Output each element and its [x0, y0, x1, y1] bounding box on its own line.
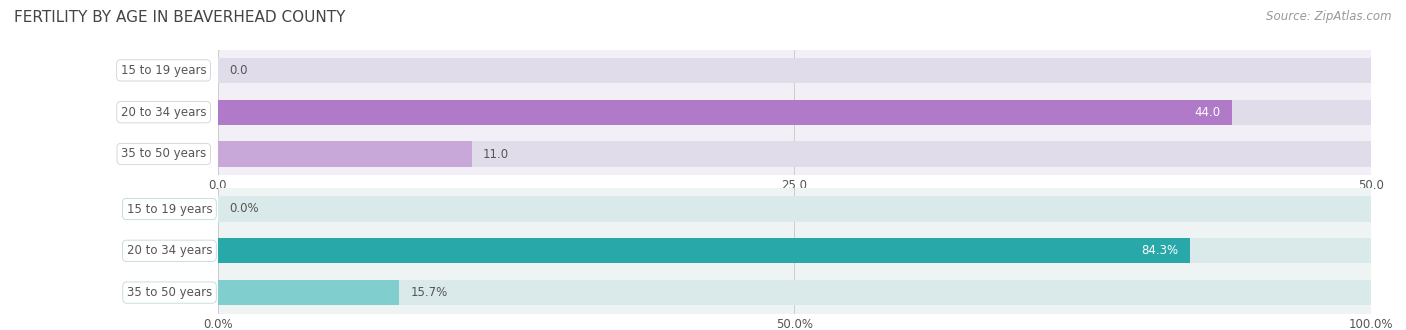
- Bar: [218, 100, 1233, 125]
- Text: 35 to 50 years: 35 to 50 years: [127, 286, 212, 299]
- Text: 20 to 34 years: 20 to 34 years: [127, 244, 212, 257]
- Text: Source: ZipAtlas.com: Source: ZipAtlas.com: [1267, 10, 1392, 23]
- Text: 0.0%: 0.0%: [229, 203, 259, 215]
- Bar: [218, 100, 1371, 125]
- Text: FERTILITY BY AGE IN BEAVERHEAD COUNTY: FERTILITY BY AGE IN BEAVERHEAD COUNTY: [14, 10, 346, 25]
- Text: 0.0: 0.0: [229, 64, 247, 77]
- Bar: [218, 142, 471, 167]
- Text: 15 to 19 years: 15 to 19 years: [121, 64, 207, 77]
- Text: 84.3%: 84.3%: [1142, 244, 1178, 257]
- Text: 15.7%: 15.7%: [411, 286, 447, 299]
- Bar: [218, 280, 399, 305]
- Text: 35 to 50 years: 35 to 50 years: [121, 148, 207, 160]
- Bar: [218, 58, 1371, 83]
- Text: 20 to 34 years: 20 to 34 years: [121, 106, 207, 119]
- Text: 11.0: 11.0: [484, 148, 509, 160]
- Bar: [218, 238, 1371, 263]
- Bar: [218, 280, 1371, 305]
- Text: 15 to 19 years: 15 to 19 years: [127, 203, 212, 215]
- Bar: [218, 238, 1189, 263]
- Bar: [218, 196, 1371, 221]
- Text: 44.0: 44.0: [1195, 106, 1220, 119]
- Bar: [218, 142, 1371, 167]
